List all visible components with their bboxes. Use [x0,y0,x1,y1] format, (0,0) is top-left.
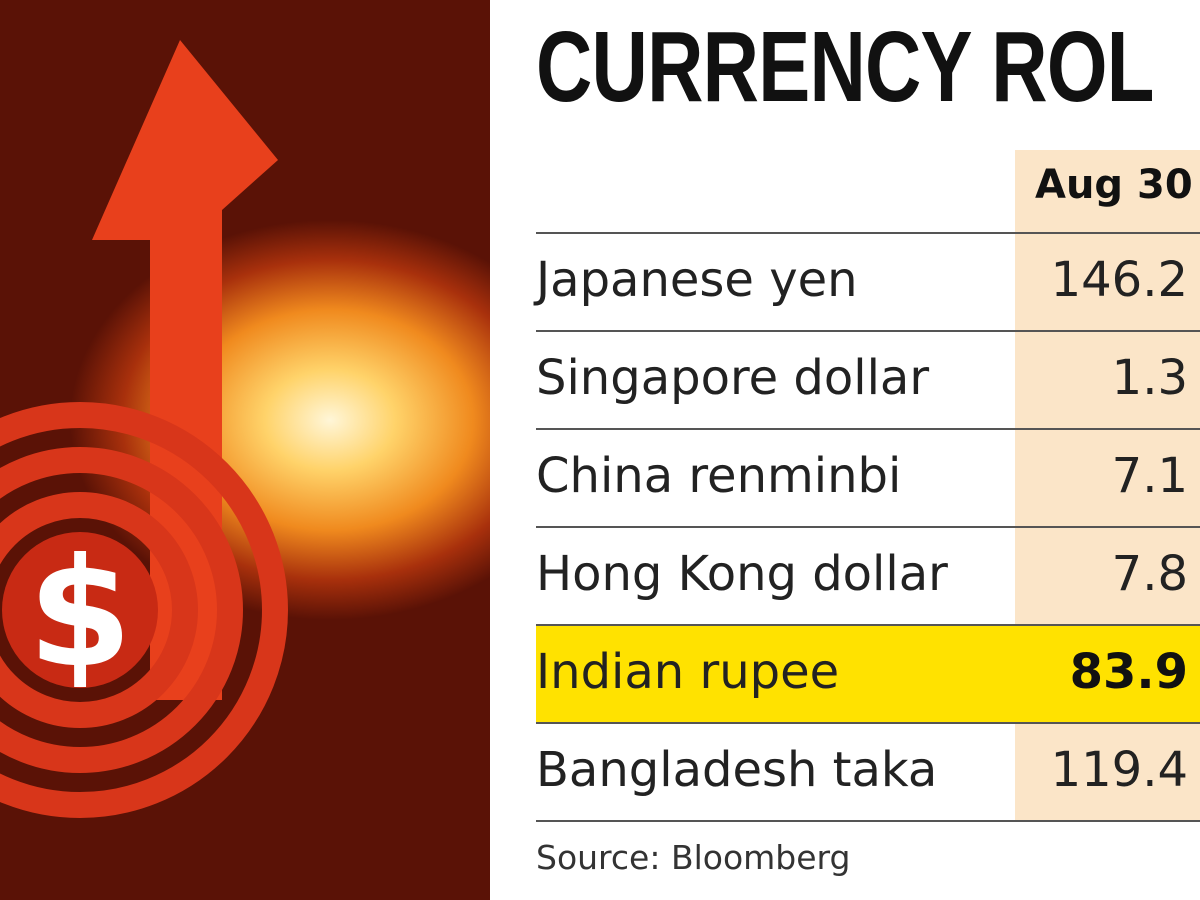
table-row: Japanese yen 146.2 [536,232,1200,330]
source: Source: Bloomberg [536,838,851,877]
spiral [0,402,288,818]
currency-value: 7.8 [1111,546,1188,602]
currency-name: Bangladesh taka [536,742,938,798]
currency-name: China renminbi [536,448,902,504]
table-row: Hong Kong dollar 7.8 [536,526,1200,624]
table-row: Indian rupee 83.9 [536,624,1200,722]
illustration-graphic: $ [0,40,288,818]
table-panel: CURRENCY ROL Aug 30 Japanese yen 146.2 Sin… [490,0,1200,900]
illustration: $ [0,0,490,900]
table-row: Singapore dollar 1.3 [536,330,1200,428]
currency-value: 146.2 [1050,252,1188,308]
table-row: China renminbi 7.1 [536,428,1200,526]
column-header: Aug 30 [1035,162,1193,208]
table-rule [536,820,1200,822]
coin [2,532,158,688]
currency-value: 7.1 [1111,448,1188,504]
title: CURRENCY ROL [536,11,1154,123]
dollar-symbol: $ [28,527,132,701]
currency-name: Hong Kong dollar [536,546,948,602]
currency-name: Indian rupee [536,644,840,700]
currency-value: 83.9 [1069,644,1188,700]
currency-value: 1.3 [1111,350,1188,406]
arrow [92,40,278,700]
currency-name: Japanese yen [536,252,858,308]
currency-value: 119.4 [1050,742,1188,798]
currency-name: Singapore dollar [536,350,930,406]
table-row: Bangladesh taka 119.4 [536,722,1200,820]
